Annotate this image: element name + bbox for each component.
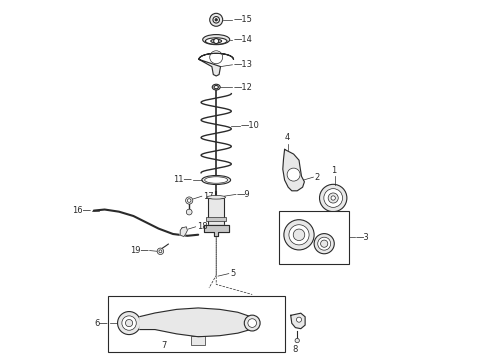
Bar [191,336,205,345]
Circle shape [245,315,260,331]
Circle shape [157,248,164,255]
Circle shape [122,316,136,330]
Circle shape [159,250,162,253]
Circle shape [314,234,334,254]
Circle shape [296,317,301,322]
Circle shape [210,51,222,64]
Circle shape [125,319,133,327]
Bar [208,198,224,225]
Circle shape [214,39,219,44]
Text: 7: 7 [161,341,167,350]
Text: 17: 17 [203,192,214,201]
Circle shape [331,196,335,200]
Text: —12: —12 [233,83,252,91]
Text: —10: —10 [241,122,260,130]
Circle shape [213,17,220,23]
Text: 8: 8 [293,345,298,354]
Circle shape [215,19,217,21]
Text: 18: 18 [197,222,207,231]
Ellipse shape [202,175,231,184]
Circle shape [186,197,193,204]
Text: 6—: 6— [95,319,109,328]
Text: —9: —9 [237,190,251,199]
Text: —14: —14 [233,35,252,44]
Polygon shape [204,225,229,236]
Circle shape [187,199,191,202]
Text: 5: 5 [230,269,235,278]
Text: —15: —15 [233,15,252,24]
Polygon shape [199,53,233,76]
Circle shape [324,189,343,207]
Circle shape [293,229,305,240]
Circle shape [320,240,328,247]
Ellipse shape [211,39,221,43]
Circle shape [284,220,314,250]
Circle shape [328,193,338,203]
Text: 19—: 19— [130,246,148,255]
Bar [279,211,349,264]
Circle shape [289,225,309,245]
Circle shape [287,168,300,181]
Bar [206,217,226,221]
Text: —3: —3 [356,233,369,242]
Circle shape [295,338,299,343]
Text: 4: 4 [285,133,290,142]
Text: 11—: 11— [173,175,192,184]
Text: 2: 2 [315,173,320,181]
Polygon shape [283,149,304,191]
Ellipse shape [214,85,219,89]
Ellipse shape [205,38,227,44]
Polygon shape [291,313,305,329]
Circle shape [318,237,331,250]
Text: 16—: 16— [72,206,91,215]
Circle shape [210,13,222,26]
Ellipse shape [205,177,228,183]
Circle shape [186,209,192,215]
Ellipse shape [212,84,220,90]
Circle shape [319,184,347,212]
Text: —13: —13 [233,60,252,69]
Ellipse shape [203,35,230,45]
Ellipse shape [207,195,225,199]
Polygon shape [140,308,250,337]
Circle shape [118,311,141,334]
Circle shape [248,319,257,327]
Bar [108,296,285,352]
Text: 1: 1 [331,166,337,175]
Polygon shape [180,227,187,237]
